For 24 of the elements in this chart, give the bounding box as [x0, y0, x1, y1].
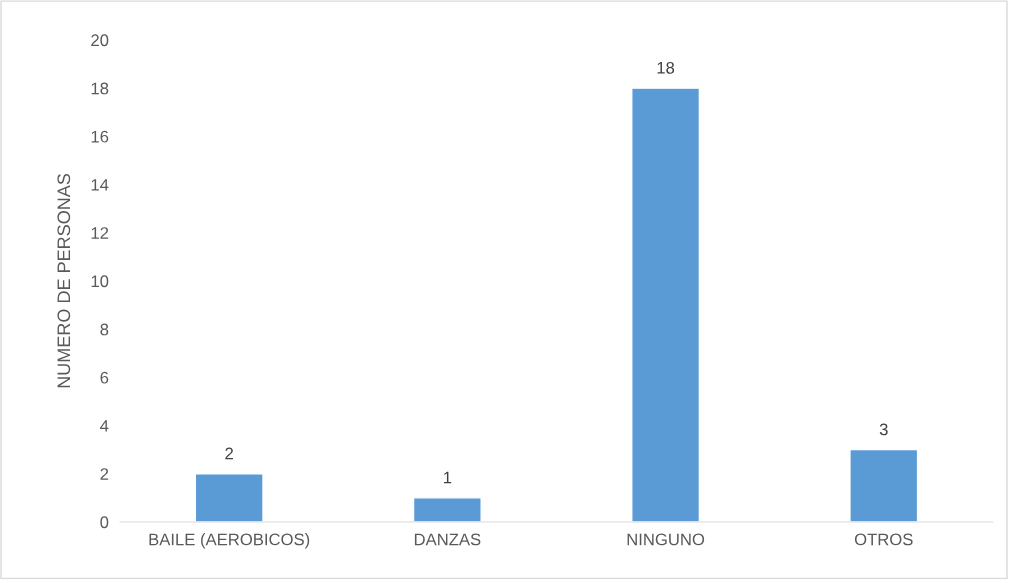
bar — [194, 473, 264, 522]
y-tick-label: 12 — [91, 227, 109, 239]
x-tick-label: DANZAS — [414, 533, 481, 546]
data-label: 2 — [225, 447, 233, 460]
bar — [412, 497, 482, 522]
x-tick-label: BAILE (AEROBICOS) — [149, 533, 310, 549]
data-label: 18 — [657, 61, 675, 74]
y-axis-title: NUMERO DE PERSONAS — [57, 173, 71, 388]
data-label: 3 — [879, 423, 888, 436]
x-tick-label: NINGUNO — [627, 533, 705, 546]
y-tick-label: 18 — [91, 82, 109, 95]
y-tick-label: 20 — [91, 34, 109, 47]
y-tick-label: 0 — [100, 516, 109, 529]
y-tick-label: 16 — [91, 130, 109, 143]
y-tick-label: 2 — [100, 468, 109, 480]
y-tick-label: 14 — [91, 179, 109, 191]
x-tick-label: OTROS — [854, 533, 913, 546]
y-tick-label: 4 — [100, 420, 109, 432]
y-tick-label: 6 — [100, 371, 109, 384]
data-label: 1 — [444, 471, 452, 484]
y-tick-label: 8 — [100, 323, 109, 336]
bar — [631, 87, 701, 522]
y-tick-label: 10 — [91, 275, 109, 288]
bar — [849, 448, 919, 522]
